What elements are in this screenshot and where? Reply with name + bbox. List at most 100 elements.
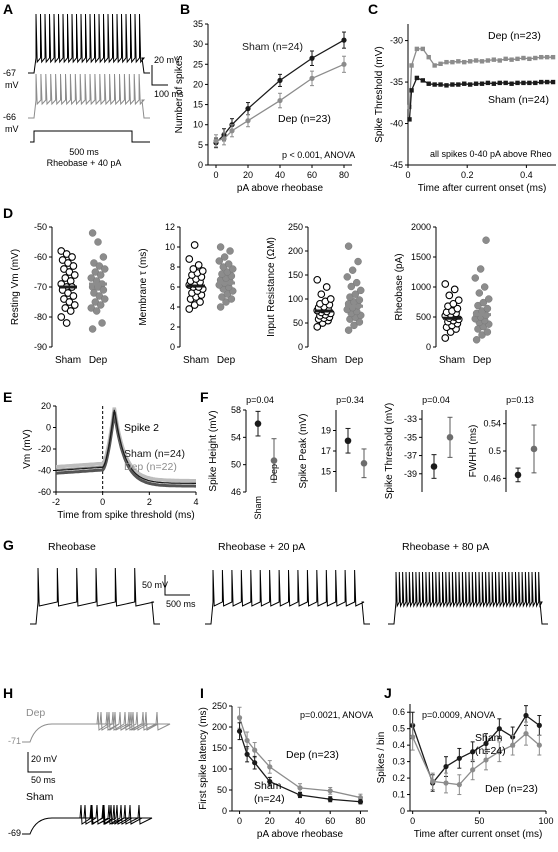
- annotation: all spikes 0-40 pA above Rheo: [430, 149, 552, 159]
- sham-point: [441, 280, 450, 288]
- y-tick-label: -80: [34, 312, 47, 322]
- y-tick-label: -70: [34, 282, 47, 292]
- data-point: [491, 57, 497, 62]
- panel-letter-b: B: [180, 1, 190, 17]
- data-point: [536, 742, 542, 748]
- panel-letter-a: A: [3, 1, 13, 17]
- data-point: [444, 59, 449, 65]
- data-point: [483, 757, 489, 763]
- dep-point: [357, 286, 365, 295]
- data-point: [491, 81, 497, 86]
- panel-c-threshold-chart: -45 -40 -35 -30 0 0.2 0.4 Time after current on…: [374, 24, 556, 194]
- panel-letter-i: I: [200, 685, 204, 701]
- h-sham-label: Sham: [26, 791, 54, 803]
- panel-b-spike-count-chart: 0 5 10 15 20 25 30 35 0 20 40 60 80 pA above rheobase…: [174, 19, 355, 194]
- y-tick-label: 58: [231, 405, 241, 415]
- data-point: [467, 82, 473, 87]
- data-point: [438, 82, 443, 87]
- sham-point: [317, 290, 326, 299]
- dep-point: [216, 243, 225, 251]
- y-axis-label: Membrane τ (ms): [138, 248, 149, 325]
- data-point: [503, 56, 508, 62]
- y-tick-label: 10: [193, 120, 203, 130]
- y-tick-label: 17: [321, 446, 331, 456]
- data-point: [438, 61, 443, 67]
- panel-i-latency-chart: 0 50 100 150 200 250 0 20 40 60 80 pA above rheobas…: [198, 701, 373, 840]
- dep-point: [215, 257, 223, 265]
- y-axis-label: Rheobase (pA): [394, 253, 405, 320]
- y-tick-label: -45: [390, 160, 403, 170]
- y-tick-label: 5: [198, 140, 203, 150]
- data-point: [245, 118, 251, 124]
- dep-point: [355, 296, 364, 304]
- dep-point: [344, 242, 353, 250]
- y-tick-label: 2: [170, 322, 175, 332]
- x-tick-label: 40: [275, 170, 285, 180]
- y-tick-label: -35: [404, 432, 417, 442]
- dep-point: [480, 283, 489, 291]
- mean-point: [530, 445, 538, 453]
- y-tick-label: 0.2: [392, 773, 405, 783]
- x-axis-label: pA above rheobase: [257, 829, 344, 840]
- dep-latency-traces: [22, 711, 171, 743]
- step-label: Rheobase + 40 pA: [47, 158, 122, 168]
- dep-point: [224, 260, 233, 268]
- y-tick-label: -30: [390, 36, 403, 46]
- y-tick-label: 0.5: [488, 446, 501, 456]
- y-tick-label: 200: [288, 246, 303, 256]
- data-point: [309, 75, 315, 81]
- h-scale-time: 50 ms: [31, 775, 56, 785]
- rheobase-80-trace: [388, 571, 548, 625]
- category-label: Dep: [473, 355, 492, 366]
- data-point: [443, 763, 449, 770]
- g-scale-voltage: 50 mV: [142, 580, 168, 590]
- y-tick-label: 500: [416, 312, 431, 322]
- sham-point: [194, 261, 203, 269]
- anova-annotation: p=0.0021, ANOVA: [300, 710, 373, 720]
- data-point: [309, 55, 315, 61]
- legend-sham: Sham (n=24): [124, 448, 185, 460]
- category-label: Sham: [55, 355, 81, 366]
- sham-point: [441, 334, 450, 342]
- panel-letter-e: E: [3, 389, 12, 405]
- dep-point: [348, 266, 357, 274]
- dep-sem-band: [56, 407, 196, 483]
- dep-point: [354, 257, 362, 266]
- panel-j-spikes-per-bin-chart: 0 0.1 0.2 0.3 0.4 0.5 0.6 0 50 100 Time after curr…: [376, 704, 554, 840]
- step-duration: 500 ms: [69, 147, 99, 157]
- data-point: [479, 81, 485, 86]
- x-tick-label: 80: [339, 170, 349, 180]
- sham-point: [185, 305, 194, 313]
- sham-point: [449, 299, 458, 308]
- p-value: p=0.04: [246, 395, 274, 405]
- dep-point: [98, 319, 106, 327]
- legend-sham: Sham (n=24): [242, 41, 303, 53]
- y-tick-label: 20: [41, 401, 51, 411]
- dep-point: [347, 282, 356, 291]
- data-point: [510, 742, 516, 748]
- x-tick-label: 0.2: [461, 170, 474, 180]
- data-point: [297, 792, 303, 798]
- sham-resting-potential: -67: [3, 68, 16, 78]
- dep-point: [96, 271, 105, 279]
- data-point: [426, 81, 431, 86]
- y-tick-label: 0: [426, 342, 431, 352]
- y-axis-label: Number of spikes: [174, 56, 185, 134]
- category-label: Dep: [217, 355, 236, 366]
- data-point: [515, 80, 520, 86]
- y-tick-label: 50: [293, 318, 303, 328]
- y-tick-label: -39: [404, 469, 417, 479]
- sham-point: [66, 307, 75, 315]
- data-point: [544, 79, 550, 85]
- data-point: [327, 796, 333, 802]
- category-label: Dep: [269, 464, 279, 481]
- y-tick-label: 0.5: [392, 724, 405, 734]
- data-point: [221, 136, 227, 142]
- g-label-rheobase: Rheobase: [48, 541, 96, 553]
- data-point: [236, 728, 243, 734]
- data-point: [236, 715, 243, 721]
- y-tick-label: 100: [288, 294, 303, 304]
- panel-letter-g: G: [3, 537, 14, 553]
- legend-sham-name: Sham: [254, 780, 282, 792]
- data-point: [523, 712, 529, 719]
